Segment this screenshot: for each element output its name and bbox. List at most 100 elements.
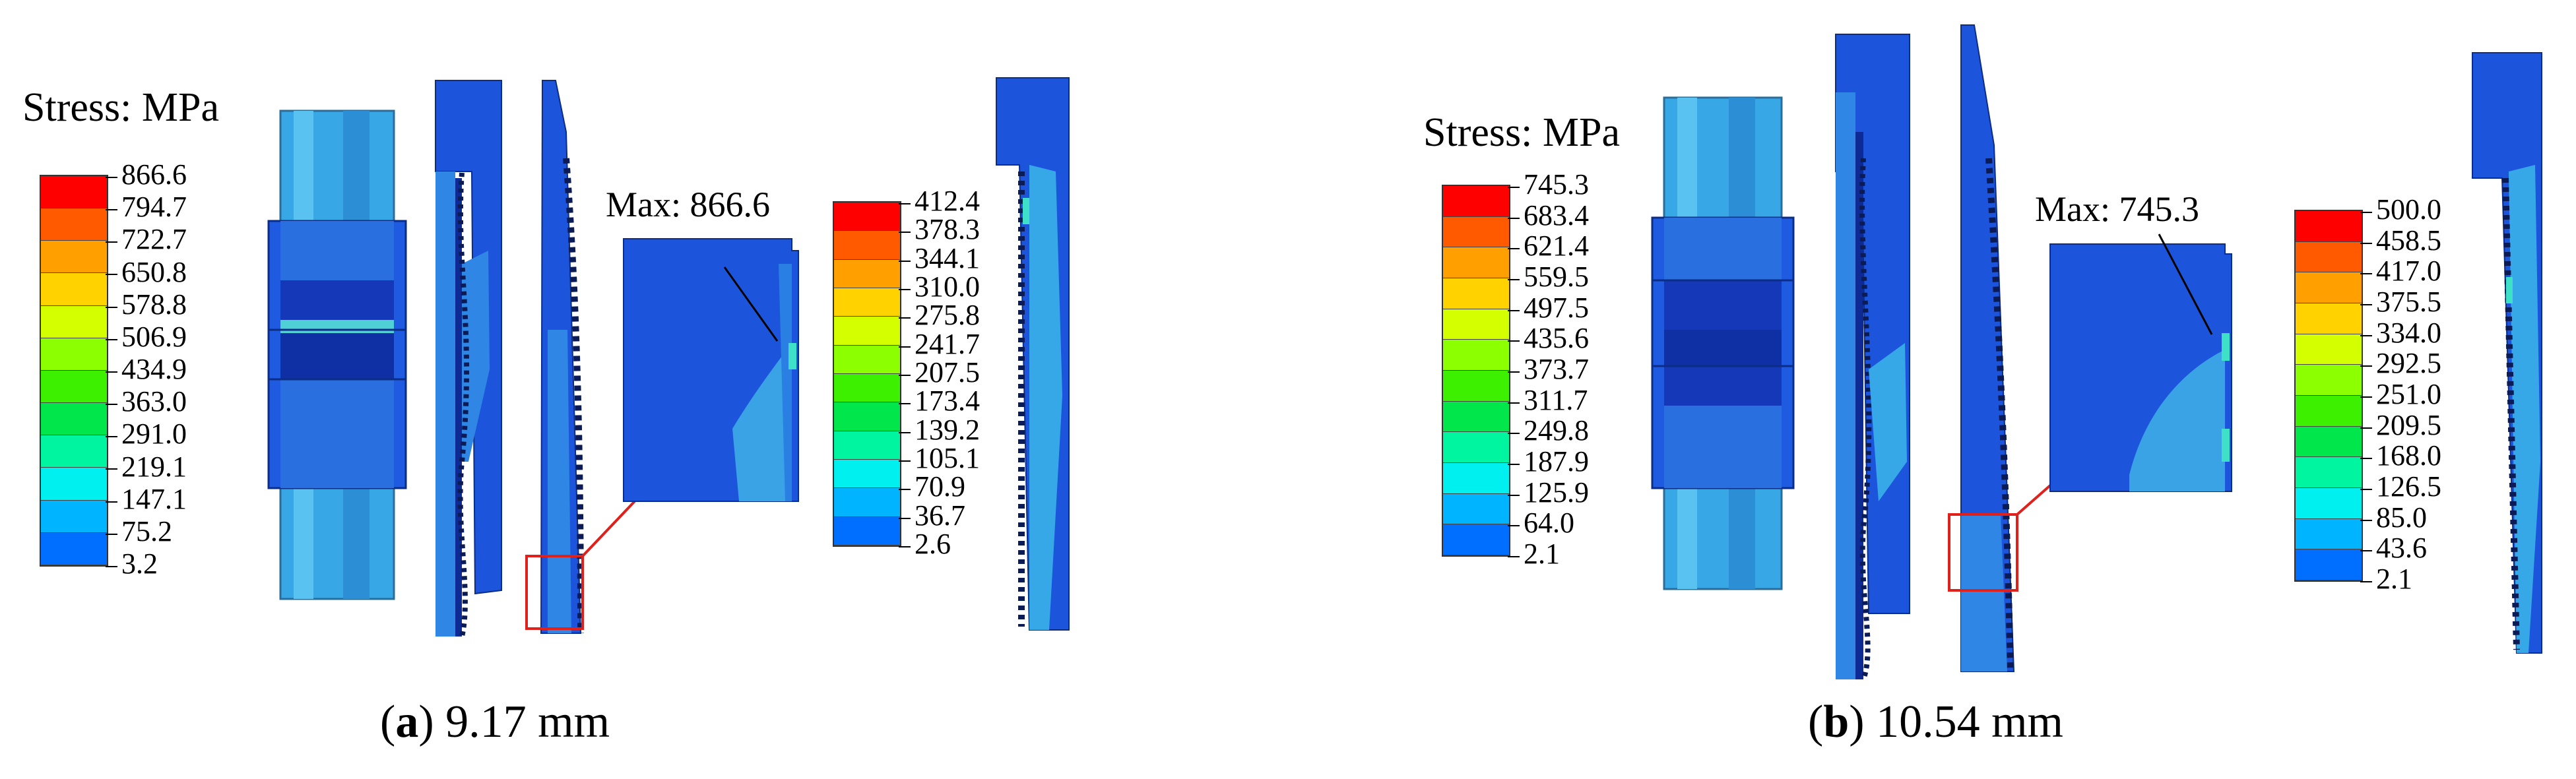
- caption: (a) 9.17 mm: [380, 697, 610, 747]
- legend-tick-label: 435.6: [1508, 324, 1589, 353]
- zoom-box: [525, 555, 584, 630]
- legend-color-band: [1443, 432, 1509, 463]
- legend-color-band: [2296, 549, 2362, 580]
- legend-color-band: [834, 317, 900, 346]
- legend-color-band: [834, 373, 900, 403]
- legend-color-band: [2296, 211, 2362, 242]
- legend-color-band: [1443, 247, 1509, 278]
- legend-color-band: [834, 231, 900, 260]
- legend-color-band: [1443, 493, 1509, 525]
- panel-a: Stress: MPa 866.6 794.7 722.7 650.8 578.8 506…: [0, 0, 1288, 779]
- stress-title: Stress: MPa: [22, 85, 219, 130]
- max-label: Max: 745.3: [2035, 189, 2199, 229]
- legend-colorbar: [2294, 210, 2363, 582]
- legend-tick-label: 378.3: [899, 215, 980, 244]
- legend-tick-label: 187.9: [1508, 447, 1589, 476]
- legend-color-band: [2296, 334, 2362, 365]
- legend-tick-label: 147.1: [106, 484, 187, 514]
- caption-letter: a: [395, 697, 419, 747]
- legend-tick-label: 291.0: [106, 420, 187, 449]
- fe-models: [1651, 24, 2542, 681]
- legend-tick-label: 173.4: [899, 387, 980, 416]
- legend-color-band: [41, 435, 107, 468]
- legend-tick-label: 75.2: [106, 516, 172, 546]
- legend-tick-label: 105.1: [899, 444, 980, 473]
- legend-tick-label: 3.2: [106, 549, 158, 578]
- legend-tick-label: 578.8: [106, 290, 187, 319]
- legend-tick-label: 621.4: [1508, 232, 1589, 261]
- caption: (b) 10.54 mm: [1808, 697, 2063, 747]
- legend-tick-label: 139.2: [899, 415, 980, 445]
- legend-tick-label: 126.5: [2360, 472, 2441, 501]
- legend-tick-label: 85.0: [2360, 503, 2427, 532]
- legend-tick-label: 275.8: [899, 301, 980, 330]
- legend-color-band: [41, 338, 107, 371]
- legend-color-band: [41, 241, 107, 274]
- legend-tick-label: 292.5: [2360, 349, 2441, 378]
- legend-color-band: [1443, 524, 1509, 555]
- legend-tick-label: 506.9: [106, 322, 187, 352]
- stress-title: Stress: MPa: [1423, 110, 1620, 155]
- legend-color-band: [41, 403, 107, 436]
- legend-color-band: [1443, 340, 1509, 371]
- legend-tick-label: 168.0: [2360, 441, 2441, 470]
- legend-color-band: [2296, 272, 2362, 303]
- max-label: Max: 866.6: [606, 185, 770, 224]
- panel-b: Stress: MPa 745.3 683.4 621.4 559.5 497.5 435…: [1288, 0, 2576, 779]
- legend-color-band: [41, 468, 107, 501]
- caption-letter: b: [1823, 697, 1850, 747]
- legend-tick-label: 64.0: [1508, 509, 1574, 538]
- legend-tick-label: 683.4: [1508, 201, 1589, 230]
- legend-color-band: [41, 532, 107, 565]
- legend-tick-label: 241.7: [899, 329, 980, 359]
- legend-tick-label: 2.6: [899, 530, 951, 559]
- legend-tick-label: 794.7: [106, 193, 187, 222]
- pin-section: [540, 80, 584, 634]
- legend-color-band: [834, 288, 900, 317]
- legend-color-band: [834, 203, 900, 232]
- legend-color-band: [41, 305, 107, 338]
- legend-color-band: [1443, 462, 1509, 494]
- legend-tick-label: 559.5: [1508, 263, 1589, 292]
- legend-tick-label: 70.9: [899, 472, 965, 501]
- legend-color-band: [1443, 278, 1509, 309]
- legend-color-band: [2296, 241, 2362, 273]
- legend-color-band: [41, 208, 107, 241]
- fe-models: [267, 77, 1070, 637]
- legend-color-band: [1443, 401, 1509, 433]
- legend-color-band: [834, 345, 900, 374]
- legend-color-band: [1443, 309, 1509, 340]
- legend-color-band: [2296, 518, 2362, 550]
- zoom-box: [1948, 513, 2018, 592]
- legend-colorbar: [1442, 185, 1510, 557]
- zoom-detail: [2049, 234, 2232, 492]
- legend-tick-label: 43.6: [2360, 534, 2427, 563]
- legend-color-band: [1443, 370, 1509, 402]
- legend-tick-label: 500.0: [2360, 195, 2441, 224]
- legend-color-band: [834, 459, 900, 489]
- caption-value: 9.17 mm: [445, 697, 610, 747]
- legend-tick-label: 497.5: [1508, 293, 1589, 323]
- coupling-model: [1651, 96, 1795, 590]
- coupling-model: [267, 109, 407, 600]
- pin-section: [1960, 24, 2015, 672]
- legend-tick-label: 334.0: [2360, 318, 2441, 348]
- legend-tick-label: 866.6: [106, 160, 187, 189]
- legend-tick-label: 344.1: [899, 243, 980, 273]
- legend-tick-label: 209.5: [2360, 410, 2441, 440]
- legend-color-band: [41, 500, 107, 533]
- legend-color-band: [834, 431, 900, 460]
- legend-color-band: [1443, 216, 1509, 248]
- legend-color-band: [834, 259, 900, 288]
- thread-strip: [2472, 52, 2542, 654]
- zoom-detail: [623, 238, 799, 502]
- legend-color-band: [2296, 426, 2362, 458]
- legend-tick-label: 363.0: [106, 387, 187, 416]
- legend-color-band: [2296, 303, 2362, 334]
- legend-color-band: [834, 402, 900, 431]
- caption-value: 10.54 mm: [1876, 697, 2063, 747]
- legend-tick-label: 375.5: [2360, 288, 2441, 317]
- legend-tick-label: 249.8: [1508, 416, 1589, 445]
- legend-colorbar: [40, 175, 108, 567]
- legend-tick-label: 207.5: [899, 358, 980, 387]
